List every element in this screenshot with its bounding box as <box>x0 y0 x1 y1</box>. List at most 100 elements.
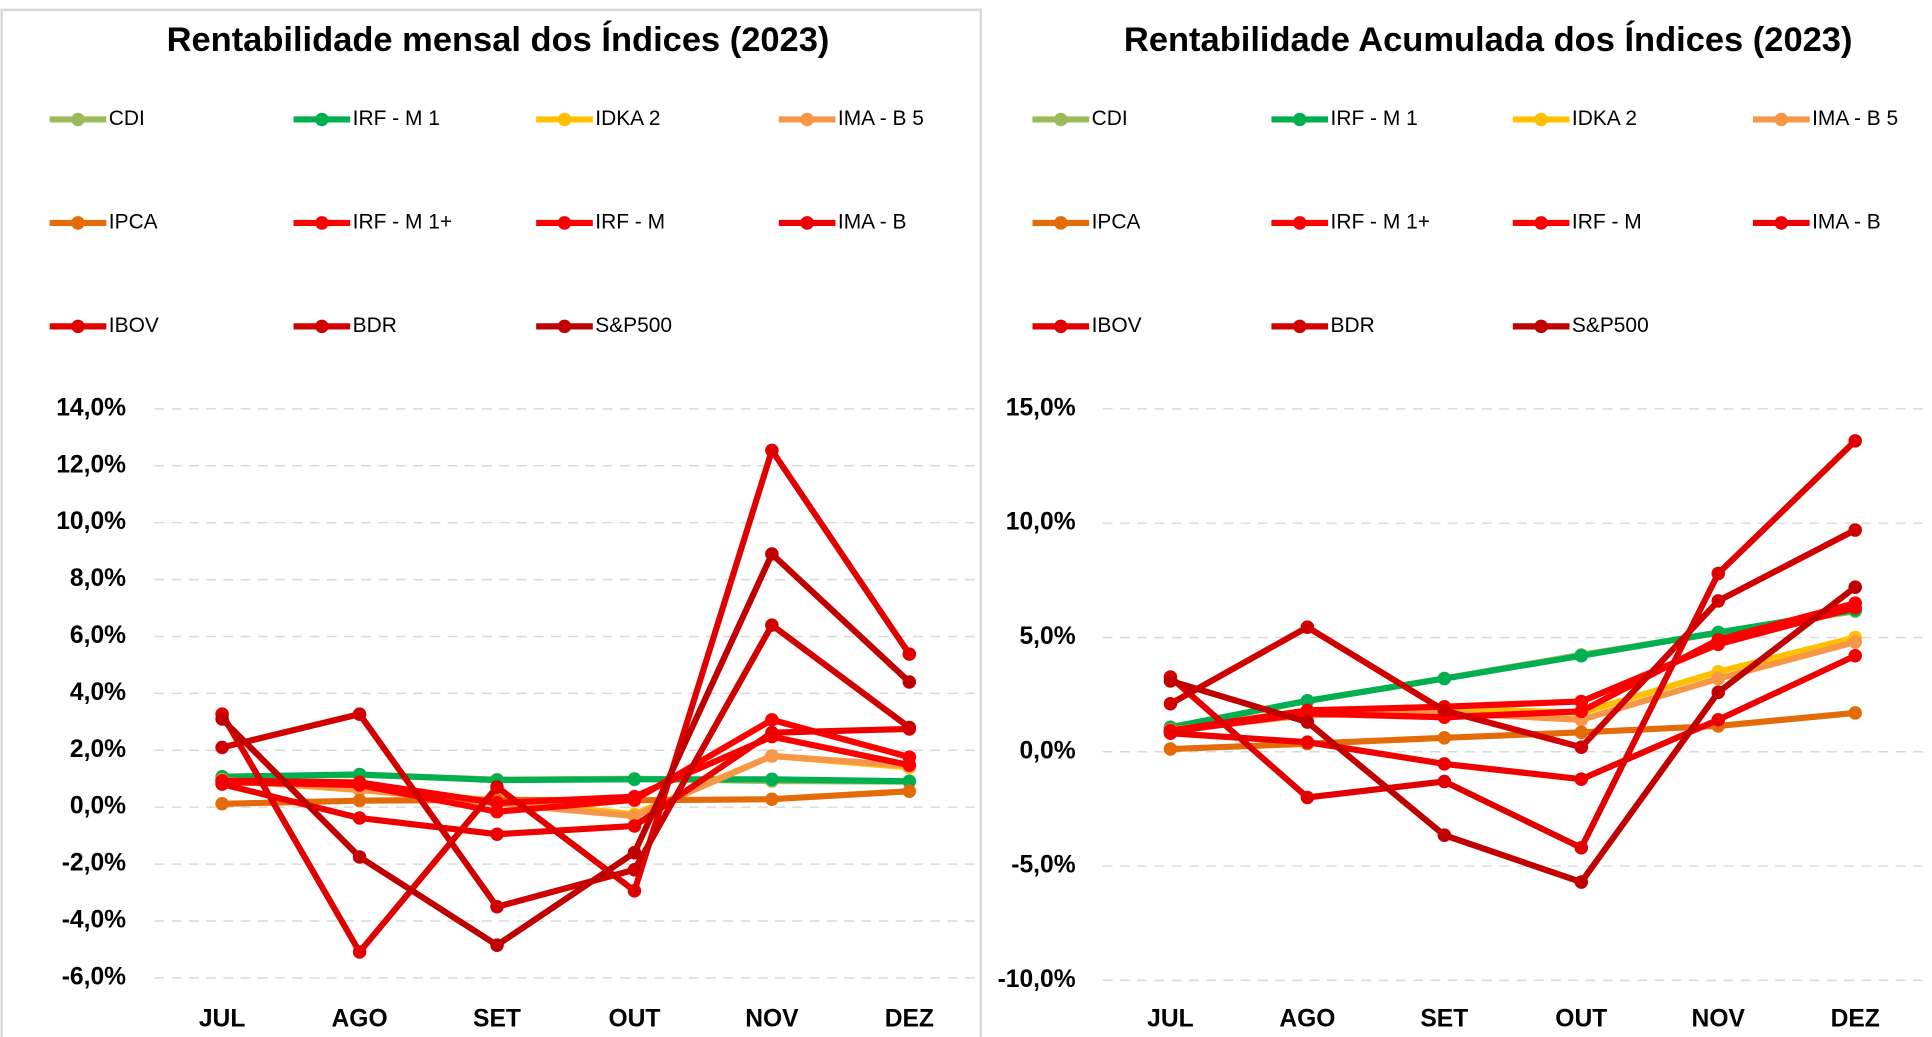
legend-label: CDI <box>1092 107 1128 130</box>
legend-marker <box>315 112 329 127</box>
legend-label: S&P500 <box>595 314 672 337</box>
y-tick-label: -6,0% <box>62 963 126 990</box>
x-tick-label: AGO <box>1279 1005 1335 1032</box>
data-point <box>765 547 779 561</box>
x-tick-label: SET <box>473 1005 521 1032</box>
legend-marker <box>1292 319 1307 334</box>
data-point <box>765 792 779 806</box>
data-point <box>1848 600 1862 615</box>
legend-marker <box>1292 112 1307 127</box>
x-tick-label: SET <box>1420 1005 1468 1032</box>
y-tick-label: 2,0% <box>70 736 126 763</box>
legend-label: IRF - M 1 <box>353 107 440 130</box>
series-line <box>219 447 912 956</box>
data-point <box>1574 875 1589 889</box>
y-tick-label: 0,0% <box>70 793 126 820</box>
data-point <box>627 772 642 787</box>
legend-label: IRF - M 1+ <box>1331 210 1430 233</box>
y-tick-label: -10,0% <box>998 966 1076 993</box>
data-point <box>1848 434 1862 448</box>
data-point <box>902 774 917 789</box>
data-point <box>1163 674 1178 688</box>
data-point <box>352 707 367 721</box>
legend-marker <box>71 216 85 230</box>
data-point <box>1848 580 1862 594</box>
legend-label: IBOV <box>1092 314 1142 337</box>
x-tick-label: OUT <box>608 1005 660 1032</box>
x-tick-label: NOV <box>745 1005 799 1032</box>
data-point <box>1848 648 1862 663</box>
y-tick-label: 6,0% <box>70 622 126 649</box>
data-point <box>490 796 504 810</box>
data-point <box>902 720 917 735</box>
data-point <box>352 811 367 825</box>
data-point <box>1574 740 1589 754</box>
legend-marker <box>315 216 329 230</box>
data-point <box>902 647 917 661</box>
data-point <box>1300 694 1315 708</box>
legend-label: IMA - B <box>838 210 907 233</box>
legend-marker <box>1534 112 1548 127</box>
data-point <box>765 772 779 787</box>
data-point <box>490 938 504 952</box>
data-point <box>1574 704 1589 719</box>
data-point <box>1574 772 1589 786</box>
data-point <box>1711 685 1726 700</box>
legend-label: IDKA 2 <box>595 107 660 130</box>
y-tick-label: -2,0% <box>62 850 126 877</box>
data-point <box>215 712 229 726</box>
x-tick-label: NOV <box>1692 1005 1746 1032</box>
series-line <box>221 725 910 838</box>
chart-title: Rentabilidade Acumulada dos Índices (202… <box>1124 19 1853 59</box>
data-point <box>1300 715 1315 729</box>
data-point <box>1437 774 1452 789</box>
data-point <box>1437 828 1452 842</box>
data-point <box>215 740 229 755</box>
data-point <box>352 793 367 808</box>
data-point <box>1163 742 1178 756</box>
legend-marker <box>1292 216 1307 230</box>
data-point <box>1574 725 1589 740</box>
data-point <box>627 845 642 860</box>
data-point <box>902 784 917 799</box>
legend-label: IRF - M <box>595 210 665 233</box>
y-tick-label: 4,0% <box>70 679 126 706</box>
legend-marker <box>1534 319 1548 334</box>
legend-label: IMA - B 5 <box>1812 107 1898 130</box>
data-point <box>1163 726 1178 741</box>
data-point <box>1437 757 1452 771</box>
x-tick-label: DEZ <box>885 1005 934 1032</box>
legend-marker <box>315 319 329 334</box>
y-tick-label: 0,0% <box>1019 737 1075 764</box>
data-point <box>1300 620 1315 634</box>
data-point <box>1574 840 1589 855</box>
legend-label: IRF - M <box>1572 210 1642 233</box>
legend-label: S&P500 <box>1572 314 1649 337</box>
data-point <box>1711 594 1726 608</box>
data-point <box>1848 523 1862 537</box>
y-tick-label: 14,0% <box>56 394 126 421</box>
y-tick-label: 5,0% <box>1019 623 1075 650</box>
data-point <box>1163 696 1178 711</box>
data-point <box>352 850 367 864</box>
data-point <box>1574 694 1589 709</box>
legend-label: IPCA <box>109 210 158 233</box>
data-point <box>765 725 779 740</box>
data-point <box>1300 703 1315 718</box>
data-point <box>352 775 367 790</box>
data-point <box>627 809 642 823</box>
data-point <box>1574 648 1589 663</box>
data-point <box>215 796 229 811</box>
panel-border <box>0 8 983 1037</box>
y-tick-label: -4,0% <box>62 906 126 933</box>
legend-label: BDR <box>353 314 397 337</box>
series-line <box>222 733 910 806</box>
y-tick-label: 15,0% <box>1006 394 1076 421</box>
y-tick-label: 8,0% <box>70 565 126 592</box>
data-point <box>765 443 779 458</box>
legend-marker <box>1774 112 1789 127</box>
data-point <box>1711 671 1726 686</box>
legend-marker <box>71 112 85 127</box>
